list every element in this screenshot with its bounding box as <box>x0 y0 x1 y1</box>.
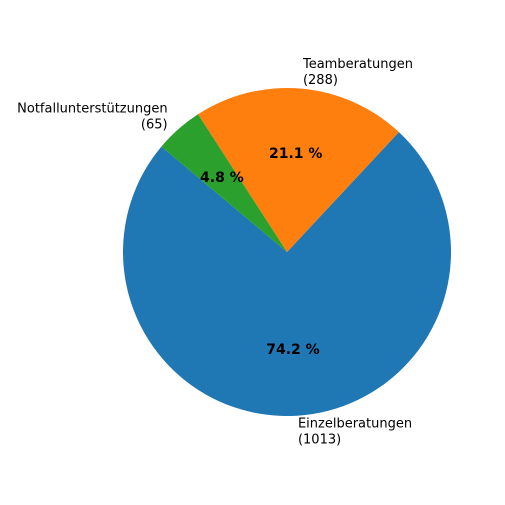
slice-value-label: (288) <box>303 73 338 88</box>
pie-slice <box>122 132 451 417</box>
percent-label: 4.8 % <box>200 170 244 186</box>
pie-slice <box>161 114 287 252</box>
pie-slice <box>197 87 399 252</box>
slice-label: Notfallunterstützungen <box>17 101 167 116</box>
percent-label: 21.1 % <box>269 146 322 162</box>
slice-label: Einzelberatungen <box>298 417 412 432</box>
slice-value-label: (1013) <box>298 433 341 448</box>
slice-value-label: (65) <box>141 117 168 132</box>
slice-label: Teamberatungen <box>302 57 413 72</box>
percent-label: 74.2 % <box>266 342 319 358</box>
